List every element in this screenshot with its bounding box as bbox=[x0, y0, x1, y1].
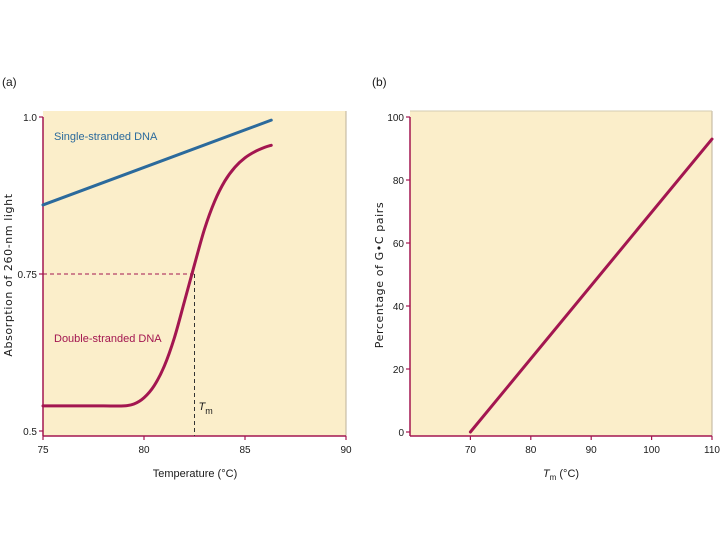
panel-a-series bbox=[41, 118, 273, 408]
panel-a-ytick-label: 1.0 bbox=[23, 113, 37, 124]
panel-b-xtick-label: 110 bbox=[704, 445, 720, 456]
panel-b-ytick-label: 0 bbox=[398, 428, 404, 439]
panel-a-xtick-label: 75 bbox=[37, 445, 49, 456]
panel-a-xtick-label: 85 bbox=[239, 445, 251, 456]
panel-b-ytick-label: 80 bbox=[393, 176, 405, 187]
annotation-double-stranded: Double-stranded DNA bbox=[54, 333, 162, 345]
series-line-double-stranded-dna bbox=[41, 143, 273, 408]
panel-a-x-ticks: 75 80 85 90 bbox=[37, 436, 352, 456]
panel-b: (b) 0 20 40 60 80 100 70 80 90 100 110 Percentage… bbox=[372, 75, 720, 482]
panel-b-ytick-label: 100 bbox=[387, 113, 404, 124]
panel-b-ytick-label: 20 bbox=[393, 365, 405, 376]
panel-a-ytick-label: 0.5 bbox=[23, 427, 37, 438]
panel-b-ytick-label: 40 bbox=[393, 302, 405, 313]
panel-b-ytick-label: 60 bbox=[393, 239, 405, 250]
tm-label: Tm bbox=[199, 401, 213, 416]
panel-b-y-ticks: 0 20 40 60 80 100 bbox=[387, 113, 410, 439]
panel-b-xtick-label: 90 bbox=[586, 445, 598, 456]
panel-a-y-ticks: 0.5 0.75 1.0 bbox=[18, 113, 43, 438]
tm-label-sub: m bbox=[205, 406, 213, 416]
panel-a-x-axis-title: Temperature (°C) bbox=[153, 468, 237, 480]
panel-b-y-axis-title: Percentage of G•C pairs bbox=[373, 202, 386, 349]
panel-a-xtick-label: 90 bbox=[340, 445, 352, 456]
panel-b-series bbox=[468, 137, 714, 434]
annotation-single-stranded: Single-stranded DNA bbox=[54, 131, 158, 143]
panel-a-ytick-label: 0.75 bbox=[18, 270, 38, 281]
tm-label-symbol: T bbox=[199, 401, 207, 413]
series-line-g-c-content-vs-tm bbox=[468, 137, 714, 434]
panel-b-xtick-label: 80 bbox=[525, 445, 537, 456]
panel-a-tm-marker: Tm bbox=[43, 273, 213, 436]
panel-b-xtick-label: 100 bbox=[643, 445, 660, 456]
panel-b-label: (b) bbox=[372, 75, 387, 89]
panel-b-x-title-sub: m bbox=[550, 473, 557, 482]
panel-a-label: (a) bbox=[2, 75, 17, 89]
panel-b-x-axis-title: Tm (°C) bbox=[543, 468, 579, 482]
panel-b-x-title-unit: (°C) bbox=[556, 468, 579, 480]
panel-b-x-title-symbol: T bbox=[543, 468, 551, 480]
series-line-single-stranded-dna bbox=[41, 118, 273, 207]
panel-a: (a) 0.5 0.75 1.0 75 80 85 90 Tm Single-strand… bbox=[2, 75, 352, 480]
panel-b-plot-area bbox=[410, 111, 712, 436]
panel-b-xtick-label: 70 bbox=[465, 445, 477, 456]
panel-b-x-ticks: 70 80 90 100 110 bbox=[465, 436, 720, 456]
panel-a-y-axis-title: Absorption of 260-nm light bbox=[2, 193, 15, 356]
panel-a-xtick-label: 80 bbox=[138, 445, 150, 456]
